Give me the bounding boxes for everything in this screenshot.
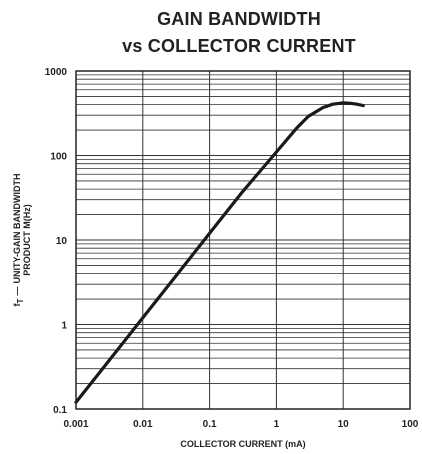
- chart-subtitle: vs COLLECTOR CURRENT: [122, 36, 356, 56]
- y-axis-label: fT — UNITY-GAIN BANDWIDTH PRODUCT M(Hz): [12, 174, 32, 307]
- y-tick-label: 0.1: [53, 405, 67, 416]
- y-axis-label-line1: UNITY-GAIN BANDWIDTH: [12, 174, 22, 284]
- x-tick-label: 0.01: [133, 419, 153, 430]
- plot-frame: [75, 70, 411, 410]
- x-tick-label: 10: [338, 419, 350, 430]
- x-tick-labels: 0.001 0.01 0.1 1 10 100: [63, 419, 418, 430]
- y-tick-label: 1000: [45, 67, 68, 78]
- y-tick-label: 10: [56, 236, 68, 247]
- x-tick-label: 1: [274, 419, 280, 430]
- y-tick-label: 100: [50, 152, 67, 163]
- x-axis-label: COLLECTOR CURRENT (mA): [180, 439, 305, 449]
- chart-title: GAIN BANDWIDTH: [157, 9, 321, 29]
- svg-text:fT—UNITY-GAIN BANDWIDTH: fT — UNITY-GAIN BANDWIDTH: [12, 174, 25, 307]
- x-tick-label: 0.001: [63, 419, 88, 430]
- y-axis-dash: —: [12, 287, 22, 296]
- x-tick-label: 100: [402, 419, 419, 430]
- y-axis-subscript: T: [16, 298, 25, 303]
- y-axis-label-line2: PRODUCT M(Hz): [22, 204, 32, 276]
- y-tick-label: 1: [61, 321, 67, 332]
- series-line: [74, 101, 365, 404]
- grid: [75, 70, 411, 410]
- y-axis-symbol: f: [12, 302, 22, 306]
- y-tick-labels: 0.1 1 10 100 1000: [45, 67, 68, 416]
- series-layer: [74, 101, 365, 404]
- x-tick-label: 0.1: [203, 419, 217, 430]
